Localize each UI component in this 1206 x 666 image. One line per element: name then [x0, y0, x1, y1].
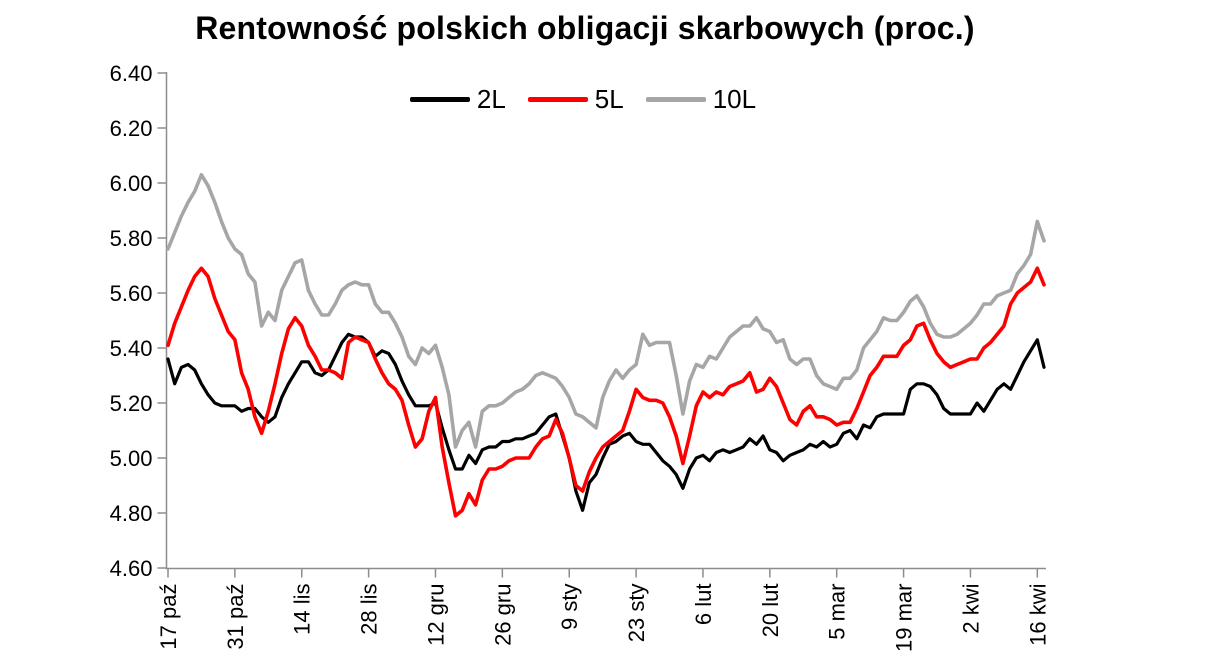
y-tick-label: 5.60: [110, 281, 153, 306]
y-tick-label: 6.00: [110, 171, 153, 196]
legend-label-2l: 2L: [476, 84, 506, 114]
legend-swatch-5l-icon: [527, 97, 588, 102]
series-line-2l: [166, 332, 1046, 512]
x-tick-label: 20 lut: [758, 584, 783, 638]
x-tick-label: 16 kwi: [1025, 584, 1050, 646]
chart-title: Rentowność polskich obligacji skarbowych…: [195, 10, 975, 46]
y-tick-label: 4.60: [110, 556, 153, 581]
y-tick-label: 5.80: [110, 226, 153, 251]
x-tick-label: 14 lis: [290, 584, 315, 635]
y-tick-label: 6.40: [110, 61, 153, 86]
legend: 2L 5L 10L: [0, 84, 1166, 115]
x-tick-label: 2 kwi: [958, 584, 983, 634]
x-tick-label: 5 mar: [825, 584, 850, 640]
series-line-10l: [166, 173, 1046, 449]
legend-item-2l: 2L: [409, 84, 506, 115]
legend-swatch-10l-icon: [645, 97, 706, 102]
series-line-5l: [166, 266, 1046, 518]
x-tick-label: 26 gru: [490, 584, 515, 646]
legend-label-5l: 5L: [594, 84, 624, 114]
legend-item-10l: 10L: [645, 84, 757, 115]
legend-swatch-2l-icon: [409, 97, 470, 102]
y-tick-label: 4.80: [110, 501, 153, 526]
x-tick-label: 6 lut: [691, 584, 716, 626]
x-tick-label: 17 paź: [156, 584, 181, 650]
y-tick-label: 6.20: [110, 116, 153, 141]
x-tick-label: 31 paź: [223, 584, 248, 650]
y-tick-label: 5.00: [110, 446, 153, 471]
legend-label-10l: 10L: [712, 84, 757, 114]
x-tick-label: 9 sty: [557, 584, 582, 630]
x-tick-label: 23 sty: [624, 584, 649, 643]
x-tick-label: 28 lis: [357, 584, 382, 635]
x-tick-label: 19 mar: [892, 584, 917, 652]
x-tick-label: 12 gru: [423, 584, 448, 646]
y-tick-label: 5.20: [110, 391, 153, 416]
legend-item-5l: 5L: [527, 84, 624, 115]
y-tick-label: 5.40: [110, 336, 153, 361]
